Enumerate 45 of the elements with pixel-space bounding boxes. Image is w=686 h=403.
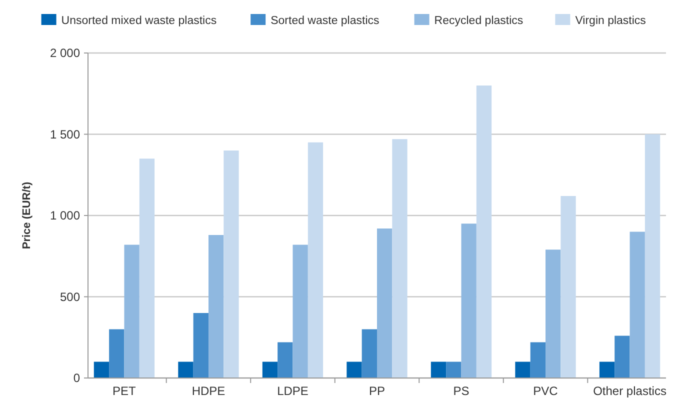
bar: [430, 362, 446, 378]
bar: [193, 313, 208, 378]
bar: [461, 224, 476, 378]
y-tick-label: 0: [73, 371, 80, 386]
bar: [614, 336, 630, 378]
x-tick-label: PP: [368, 384, 386, 398]
bar: [599, 362, 615, 378]
bar: [446, 362, 462, 378]
legend-label: Sorted waste plastics: [270, 15, 380, 27]
legend-label: Virgin plastics: [575, 15, 646, 27]
bar: [308, 142, 324, 378]
bar: [362, 329, 377, 378]
bar: [139, 158, 155, 378]
legend-label: Unsorted mixed waste plastics: [61, 15, 217, 27]
y-tick-label: 500: [60, 290, 80, 304]
bar: [178, 362, 194, 378]
bar: [546, 250, 561, 378]
x-tick-label: PVC: [533, 384, 558, 398]
bar: [224, 150, 239, 378]
x-tick-label: PS: [453, 384, 470, 398]
y-axis-title: Price (EUR/t): [21, 182, 33, 250]
bar: [560, 196, 576, 378]
bar: [530, 342, 546, 378]
x-tick-label: HDPE: [192, 384, 226, 398]
bar: [94, 362, 110, 378]
y-tick-label: 2 000: [50, 46, 80, 60]
bar: [278, 342, 293, 378]
bar: [476, 86, 492, 378]
legend-label: Recycled plastics: [434, 15, 524, 27]
bar: [124, 244, 140, 378]
y-tick-label: 1 000: [50, 208, 80, 223]
bar: [644, 134, 660, 378]
bar: [346, 362, 362, 378]
bar: [392, 139, 408, 378]
bar: [515, 362, 530, 378]
bar: [109, 329, 124, 378]
bar: [292, 244, 308, 378]
bar: [630, 232, 645, 378]
y-tick-label: 1 500: [50, 127, 80, 142]
bar: [208, 235, 224, 378]
bar: [262, 362, 278, 378]
x-tick-label: LDPE: [277, 384, 308, 398]
x-tick-label: Other plastics: [593, 384, 666, 398]
bar: [377, 228, 392, 378]
x-tick-label: PET: [112, 384, 137, 398]
